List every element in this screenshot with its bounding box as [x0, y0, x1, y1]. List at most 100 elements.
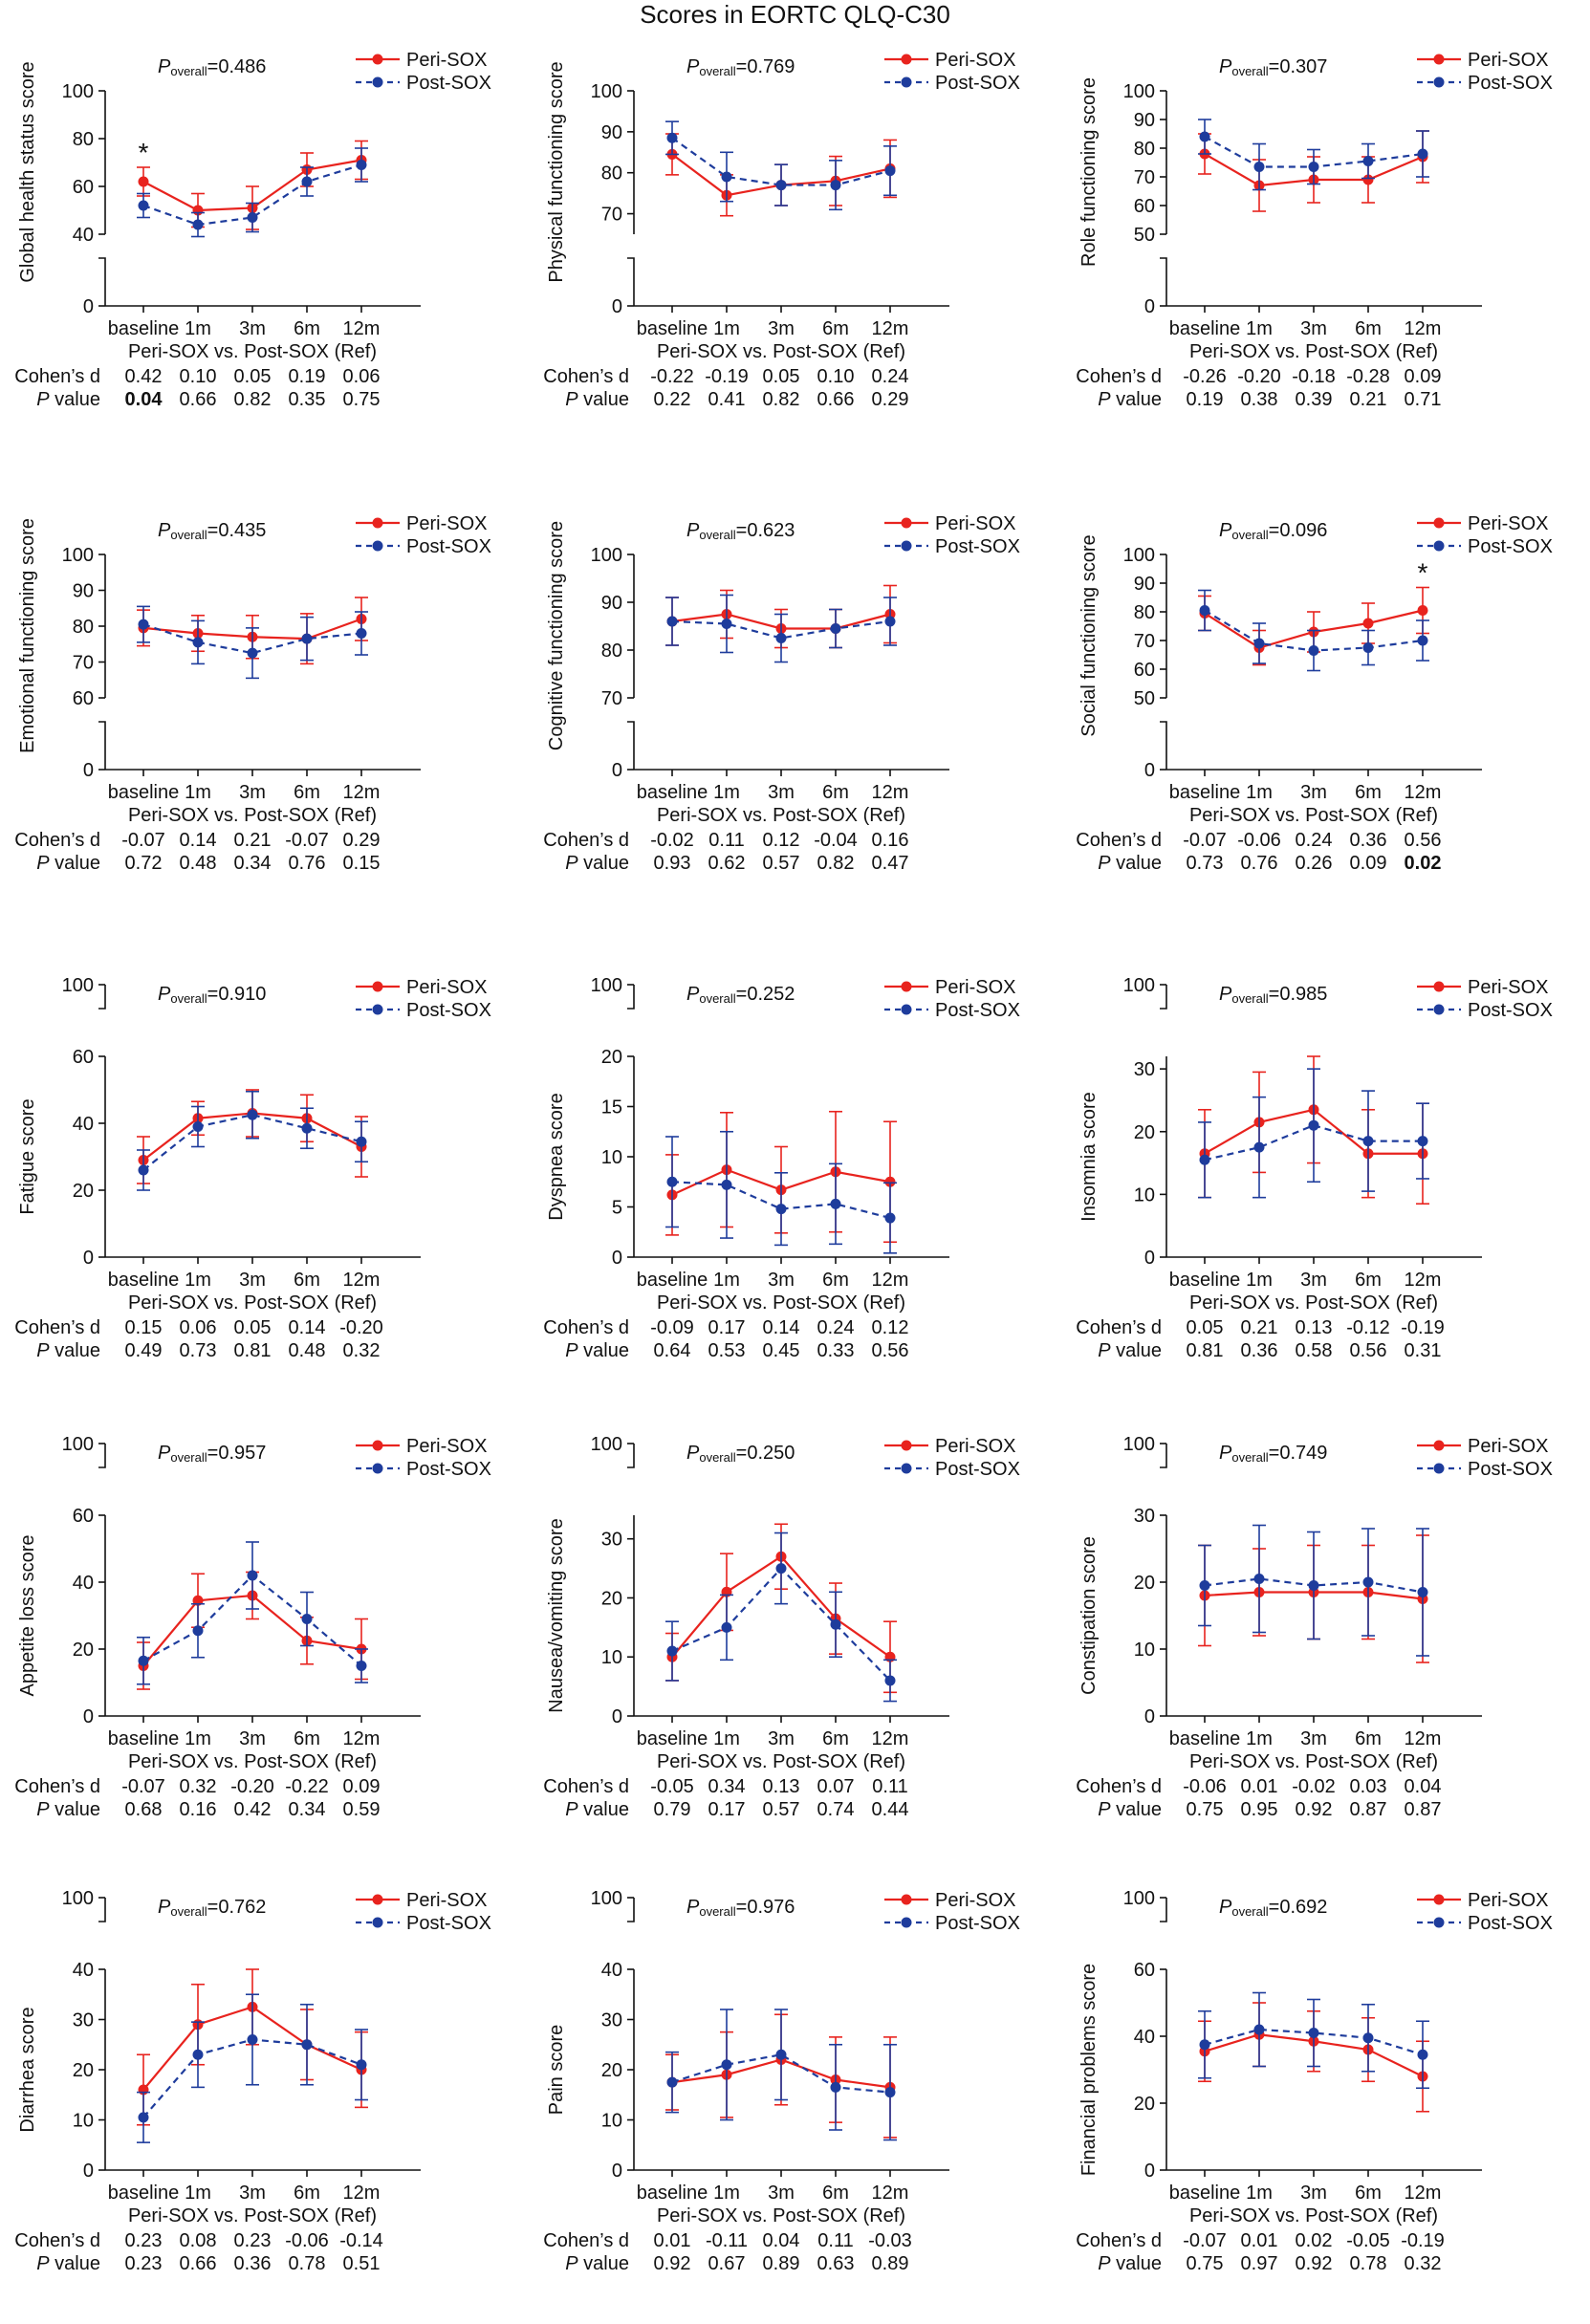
legend-marker — [372, 1917, 383, 1928]
cohens-d-value: -0.11 — [706, 2230, 748, 2251]
p-overall-symbol: P — [1219, 520, 1232, 541]
comparison-label: Peri-SOX vs. Post-SOX (Ref) — [657, 805, 905, 826]
p-value: 0.76 — [1241, 853, 1278, 874]
y-tick-label: 80 — [601, 163, 622, 185]
p-value-label: P value — [1098, 853, 1162, 874]
data-point — [721, 171, 732, 183]
y-tick-label: 20 — [1134, 1573, 1155, 1594]
y-tick-label: 0 — [1144, 2161, 1155, 2182]
x-tick-label: 6m — [1355, 782, 1382, 803]
legend-marker — [901, 1440, 912, 1451]
cohens-d-value: 0.02 — [1296, 2230, 1333, 2251]
x-tick-label: 12m — [872, 1270, 909, 1291]
x-tick-label: baseline — [637, 1270, 708, 1291]
series-line — [671, 1181, 891, 1220]
p-value: 0.81 — [234, 1340, 272, 1361]
cohens-d-label: Cohen’s d — [1076, 366, 1162, 387]
x-tick-label: 1m — [185, 1728, 211, 1749]
legend-marker — [901, 54, 912, 65]
x-tick-label: 1m — [185, 318, 211, 339]
cohens-d-value: -0.19 — [1401, 1317, 1445, 1338]
y-tick-label: 90 — [601, 593, 622, 614]
data-point — [192, 219, 204, 230]
data-point — [1199, 1154, 1210, 1165]
p-overall-subscript: overall — [170, 991, 207, 1006]
x-tick-label: 12m — [343, 2183, 381, 2204]
p-value: 0.92 — [1296, 2253, 1333, 2274]
x-tick-label: 1m — [713, 2183, 740, 2204]
cohens-d-value: -0.18 — [1292, 366, 1336, 387]
cohens-d-value: 0.14 — [289, 1317, 326, 1338]
p-value-label-text: value — [1111, 389, 1162, 410]
y-tick-label: 10 — [601, 2111, 622, 2132]
y-tick-label: 90 — [1134, 110, 1155, 131]
p-value: 0.57 — [763, 1799, 800, 1820]
p-value: 0.63 — [817, 2253, 855, 2274]
legend-marker — [1433, 540, 1445, 552]
legend-marker — [372, 1463, 383, 1474]
data-point — [884, 165, 896, 177]
p-overall-symbol: P — [686, 1443, 700, 1464]
p-value: 0.56 — [872, 1340, 909, 1361]
cohens-d-value: -0.07 — [1183, 2230, 1227, 2251]
cohens-d-value: 0.36 — [1350, 830, 1387, 851]
series-post-sox — [137, 605, 368, 680]
legend-marker — [1433, 1440, 1445, 1451]
x-tick-label: baseline — [1169, 318, 1241, 339]
y-tick-label: 40 — [73, 225, 94, 246]
comparison-label: Peri-SOX vs. Post-SOX (Ref) — [128, 341, 377, 362]
cohens-d-value: 0.12 — [872, 1317, 909, 1338]
data-point — [301, 633, 313, 644]
data-point — [1199, 2039, 1210, 2051]
p-overall: Poverall=0.985 — [1219, 984, 1327, 1006]
p-overall: Poverall=0.769 — [686, 56, 795, 78]
legend-marker — [1433, 1917, 1445, 1928]
p-value: 0.36 — [1241, 1340, 1278, 1361]
y-tick-label: 80 — [73, 617, 94, 638]
y-tick-label: 50 — [1134, 688, 1155, 709]
p-value-label: P value — [565, 1340, 629, 1361]
p-value: 0.41 — [708, 389, 746, 410]
y-tick-label: 60 — [1134, 196, 1155, 217]
legend-marker — [901, 1463, 912, 1474]
p-value-label-text: value — [578, 853, 629, 874]
cohens-d-value: 0.10 — [180, 366, 217, 387]
x-tick-label: 6m — [1355, 1270, 1382, 1291]
y-axis-label: Diarrhea score — [17, 2007, 38, 2132]
cohens-d-label: Cohen’s d — [1076, 1317, 1162, 1338]
data-point — [1362, 618, 1374, 629]
axis-break — [1160, 257, 1167, 306]
x-tick-label: 3m — [239, 2183, 266, 2204]
p-value: 0.79 — [654, 1799, 691, 1820]
y-tick-label: 0 — [83, 1248, 94, 1269]
y-tick-label: 50 — [1134, 225, 1155, 246]
x-tick-label: 1m — [185, 782, 211, 803]
cohens-d-value: 0.34 — [708, 1776, 746, 1797]
y-tick-label: 30 — [1134, 1506, 1155, 1527]
legend-marker — [1433, 981, 1445, 992]
data-point — [1417, 1587, 1428, 1597]
cohens-d-value: 0.01 — [1241, 2230, 1278, 2251]
data-point — [1362, 2032, 1374, 2044]
x-tick-label: 3m — [239, 318, 266, 339]
legend-label: Post-SOX — [406, 1459, 491, 1480]
p-value-label-symbol: P — [1098, 2253, 1111, 2274]
p-value: 0.56 — [1350, 1340, 1387, 1361]
y-axis-label: Cognitive functioning score — [546, 521, 567, 750]
p-value-label-symbol: P — [1098, 389, 1111, 410]
series-post-sox — [1198, 119, 1429, 191]
p-value: 0.67 — [708, 2253, 746, 2274]
cohens-d-value: 0.56 — [1405, 830, 1442, 851]
x-tick-label: 1m — [1246, 2183, 1273, 2204]
comparison-label: Peri-SOX vs. Post-SOX (Ref) — [128, 1292, 377, 1314]
cohens-d-label: Cohen’s d — [14, 1776, 100, 1797]
p-overall-symbol: P — [1219, 1443, 1232, 1464]
legend-label: Peri-SOX — [1468, 513, 1548, 534]
cohens-d-value: -0.22 — [650, 366, 694, 387]
p-value: 0.17 — [708, 1799, 746, 1820]
p-value: 0.31 — [1405, 1340, 1442, 1361]
data-point — [775, 2049, 787, 2060]
y-tick-label: 5 — [612, 1198, 622, 1219]
legend-marker — [901, 1917, 912, 1928]
cohens-d-value: 0.07 — [817, 1776, 855, 1797]
